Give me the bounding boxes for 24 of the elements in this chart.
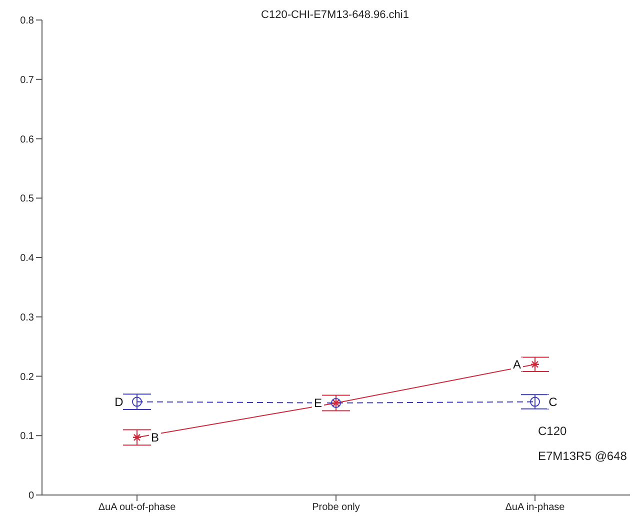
annotation: E xyxy=(314,396,322,410)
y-tick-label: 0.8 xyxy=(20,16,34,27)
y-tick-label: 0.4 xyxy=(20,253,34,264)
annotation: D xyxy=(114,394,124,409)
point xyxy=(530,396,540,407)
y-tick-label: 0.5 xyxy=(20,194,34,205)
y-tick-label: 0.1 xyxy=(20,431,34,442)
x-tick-label: ΔuA in-phase xyxy=(505,502,566,514)
point xyxy=(132,396,142,407)
annotation: C xyxy=(548,394,558,409)
x-tick-label: ΔuA out-of-phase xyxy=(98,502,176,514)
y-tick-label: 0.3 xyxy=(20,312,34,324)
y-tick-label: 0 xyxy=(28,490,34,502)
point xyxy=(530,360,540,369)
y-tick-label: 0.2 xyxy=(20,372,34,383)
annotation: A xyxy=(512,357,522,372)
y-tick-label: 0.6 xyxy=(20,134,34,146)
annotation: B xyxy=(150,430,160,444)
point xyxy=(132,432,142,442)
y-tick-label: 0.7 xyxy=(20,74,34,86)
x-tick-label: Probe only xyxy=(312,502,360,514)
annotation: E7M13R5 @648 xyxy=(538,449,627,463)
chart-title: C120-CHI-E7M13-648.96.chi1 xyxy=(261,9,409,21)
annotation: C120 xyxy=(538,424,567,438)
